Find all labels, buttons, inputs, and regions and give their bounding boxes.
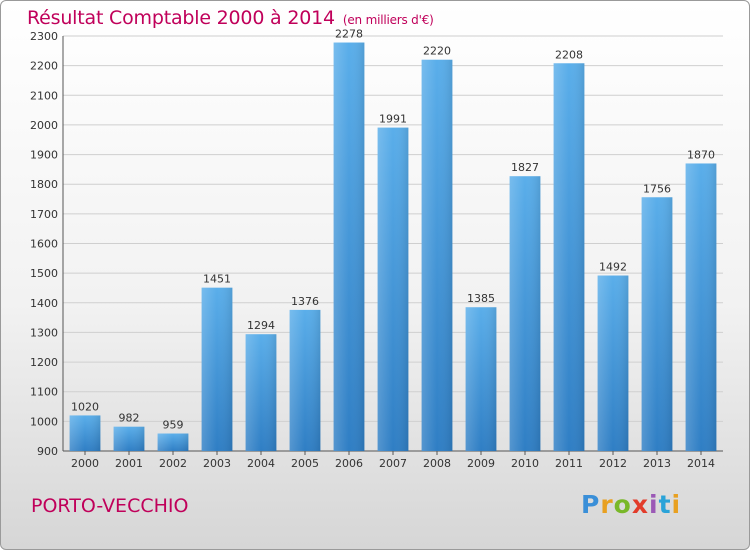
y-tick-label: 1800 [30, 178, 58, 191]
value-label: 1385 [467, 292, 495, 305]
value-label: 982 [119, 412, 140, 425]
x-tick-label: 2000 [71, 457, 99, 470]
logo-letter: t [658, 490, 672, 519]
value-label: 2220 [423, 45, 451, 58]
y-tick-label: 2300 [30, 30, 58, 43]
y-tick-label: 2000 [30, 119, 58, 132]
value-label: 1756 [643, 182, 671, 195]
bar-highlight [597, 275, 629, 451]
value-label: 1376 [291, 295, 319, 308]
y-tick-label: 900 [37, 445, 58, 458]
y-tick-label: 1500 [30, 267, 58, 280]
y-tick-labels: 900 1000 1100 1200 1300 1400 1500 1600 1700 1800 1… [30, 30, 58, 458]
title-unit: (en milliers d'€) [342, 13, 434, 27]
bar-highlight [641, 197, 673, 451]
chart-title: Résultat Comptable 2000 à 2014 (en millie… [27, 7, 434, 29]
x-tick-label: 2007 [379, 457, 407, 470]
bar-highlight [333, 42, 365, 452]
y-tick-label: 1700 [30, 208, 58, 221]
logo-letter: x [631, 490, 649, 519]
value-label: 1991 [379, 113, 407, 126]
bar-highlight [289, 309, 321, 451]
x-tick-label: 2002 [159, 457, 187, 470]
value-labels: 1020 982 959 1451 1294 1376 2278 1991 2220 1385 18… [71, 28, 715, 432]
city-name: PORTO-VECCHIO [31, 495, 189, 517]
proxiti-logo: Proxiti [581, 490, 681, 519]
value-label: 1870 [687, 148, 715, 161]
value-label: 959 [163, 419, 184, 432]
bar-highlight [245, 334, 277, 451]
logo-letter: r [600, 490, 614, 519]
logo-letter: o [613, 490, 632, 519]
y-tick-label: 1000 [30, 415, 58, 428]
y-tick-label: 1300 [30, 326, 58, 339]
value-label: 1451 [203, 273, 231, 286]
bar-highlight [465, 307, 497, 451]
bar-highlight [113, 426, 145, 451]
x-tick-label: 2014 [687, 457, 715, 470]
x-tick-label: 2011 [555, 457, 583, 470]
bar-highlight [201, 287, 233, 451]
x-tick-label: 2008 [423, 457, 451, 470]
bar-highlight [421, 59, 453, 451]
y-tick-label: 1400 [30, 297, 58, 310]
x-tick-label: 2006 [335, 457, 363, 470]
x-tick-label: 2003 [203, 457, 231, 470]
logo-letter: i [649, 490, 659, 519]
y-tick-label: 2200 [30, 60, 58, 73]
value-label: 1294 [247, 319, 275, 332]
logo-letter: P [581, 490, 601, 519]
x-tick-label: 2010 [511, 457, 539, 470]
y-tick-label: 1900 [30, 149, 58, 162]
bar-highlight [509, 176, 541, 452]
value-label: 2208 [555, 48, 583, 61]
x-tick-label: 2005 [291, 457, 319, 470]
x-tick-label: 2004 [247, 457, 275, 470]
value-label: 1492 [599, 261, 627, 274]
title-text: Résultat Comptable 2000 à 2014 [27, 7, 335, 29]
bar-highlight [685, 163, 717, 451]
y-tick-label: 1100 [30, 386, 58, 399]
x-tick-labels: 2000 2001 2002 2003 2004 2005 2006 2007 2008 2009… [71, 451, 715, 470]
value-label: 2278 [335, 28, 363, 41]
logo-letter: i [671, 490, 682, 519]
x-tick-label: 2009 [467, 457, 495, 470]
value-label: 1020 [71, 400, 99, 413]
y-tick-label: 1200 [30, 356, 58, 369]
x-tick-label: 2001 [115, 457, 143, 470]
y-tick-label: 2100 [30, 89, 58, 102]
bar-highlight [553, 63, 585, 452]
x-tick-label: 2012 [599, 457, 627, 470]
value-label: 1827 [511, 161, 539, 174]
y-tick-label: 1600 [30, 238, 58, 251]
bar-highlight [377, 127, 409, 451]
bars [69, 42, 717, 452]
x-tick-label: 2013 [643, 457, 671, 470]
bar-highlight [157, 433, 189, 451]
bar-highlight [69, 415, 101, 451]
